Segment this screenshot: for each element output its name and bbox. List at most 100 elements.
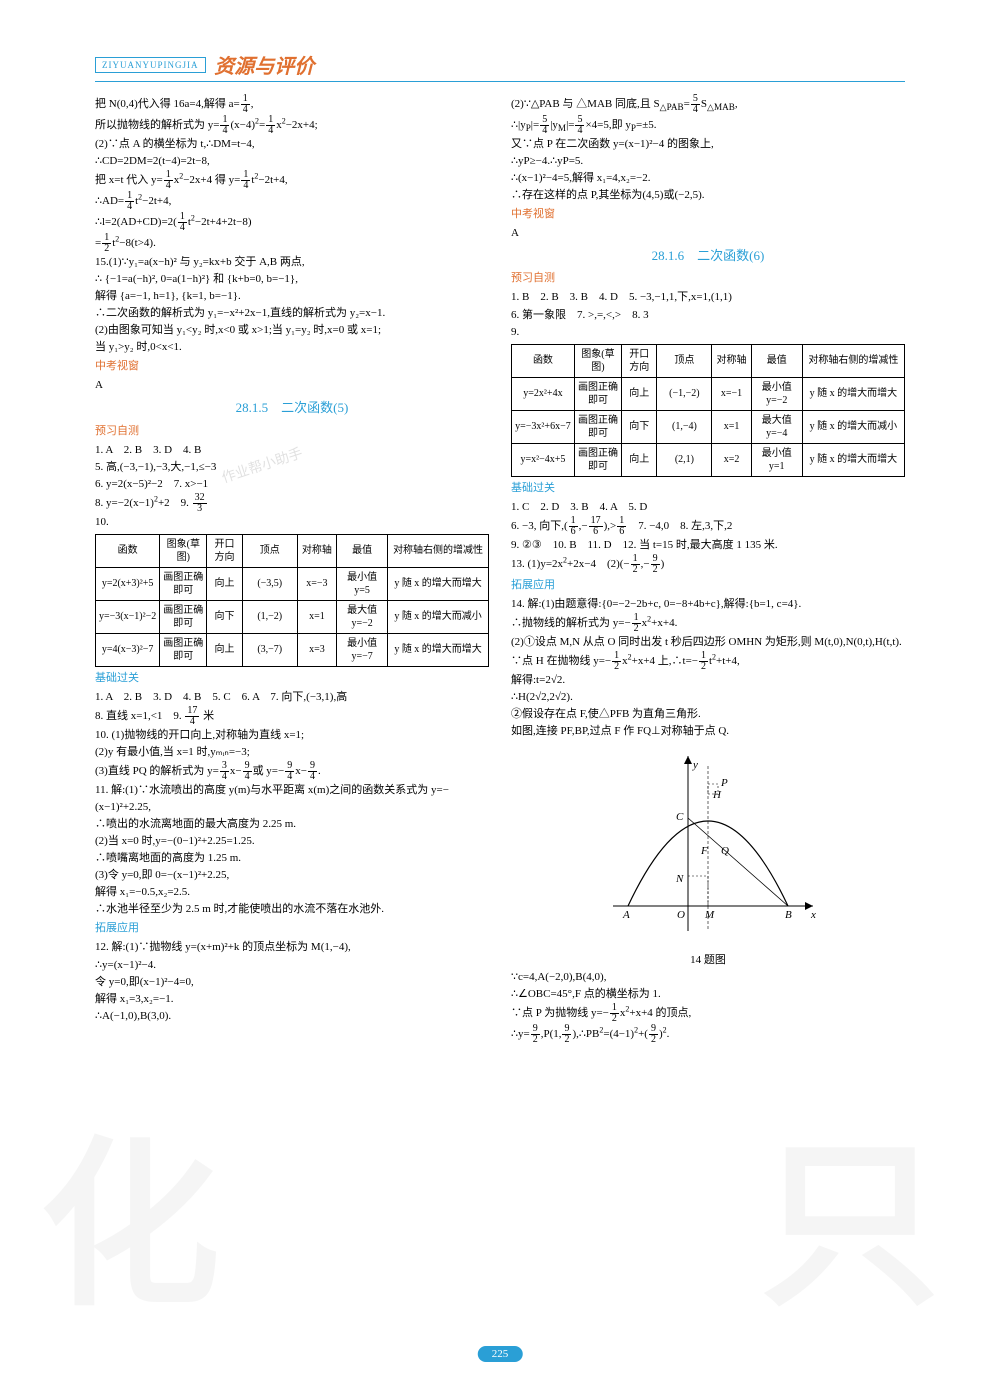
text: 把 x=t 代入 y=14x2−2x+4 得 y=14t2−2t+4, bbox=[95, 170, 489, 191]
text: 所以抛物线的解析式为 y=14(x−4)2=14x2−2x+4; bbox=[95, 115, 489, 136]
text: 1. A 2. B 3. D 4. B bbox=[95, 442, 489, 459]
table-row: y=2(x+3)²+5画图正确即可向上(−3,5)x=−3最小值 y=5y 随 … bbox=[96, 567, 489, 600]
table-row: y=4(x−3)²−7画图正确即可向上(3,−7)x=3最小值 y=−7y 随 … bbox=[96, 633, 489, 666]
page-header: ZIYUANYUPINGJIA 资源与评价 bbox=[95, 50, 905, 82]
text: ∴y=92,P(1,92),∴PB2=(4−1)2+(92)2. bbox=[511, 1024, 905, 1045]
text: 6. 第一象限 7. >,=,<,> 8. 3 bbox=[511, 307, 905, 324]
table-row: y=−3(x−1)²−2画图正确即可向下(1,−2)x=1最大值 y=−2y 随… bbox=[96, 600, 489, 633]
text: 解得 {a=−1, h=1}, {k=1, b=−1}. bbox=[95, 288, 489, 305]
col-head: 最值 bbox=[337, 534, 388, 567]
text: 1. A 2. B 3. D 4. B 5. C 6. A 7. 向下,(−3,… bbox=[95, 689, 489, 706]
svg-text:x: x bbox=[810, 909, 816, 921]
text: 13. (1)y=2x2+2x−4 (2)(−12,−92) bbox=[511, 554, 905, 575]
text: 解得 x₁=−0.5,x₂=2.5. bbox=[95, 884, 489, 901]
subhead-jichu: 基础过关 bbox=[511, 480, 905, 497]
text: 把 N(0,4)代入得 16a=4,解得 a=14, bbox=[95, 94, 489, 115]
page-number: 225 bbox=[478, 1346, 523, 1362]
text: =12t2−8(t>4). bbox=[95, 233, 489, 254]
text: (2)由图象可知当 y₁<y₂ 时,x<0 或 x>1;当 y₁=y₂ 时,x=… bbox=[95, 322, 489, 339]
text: 5. 高,(−3,−1),−3,大,−1,≤−3 bbox=[95, 459, 489, 476]
text: 8. 直线 x=1,<1 9. 174 米 bbox=[95, 706, 489, 727]
text: 令 y=0,即(x−1)²−4=0, bbox=[95, 974, 489, 991]
text: 如图,连接 PF,BP,过点 F 作 FQ⊥对称轴于点 Q. bbox=[511, 723, 905, 740]
table-9: 函数 图象(草图) 开口方向 顶点 对称轴 最值 对称轴右侧的增减性 y=2x²… bbox=[511, 344, 905, 477]
text: 6. −3, 向下,(16,−176),>16 7. −4,0 8. 左,3,下… bbox=[511, 516, 905, 537]
col-head: 图象(草图) bbox=[574, 344, 621, 377]
col-head: 对称轴右侧的增减性 bbox=[802, 344, 904, 377]
text: ∴AD=14t2−2t+4, bbox=[95, 191, 489, 212]
text: 9. bbox=[511, 324, 905, 341]
svg-text:P: P bbox=[720, 777, 728, 789]
text: 1. B 2. B 3. B 4. D 5. −3,−1,1,下,x=1,(1,… bbox=[511, 289, 905, 306]
text: ∵点 H 在抛物线 y=−12x2+x+4 上,∴t=−12t2+t+4, bbox=[511, 651, 905, 672]
subhead-preview: 预习自测 bbox=[511, 270, 905, 287]
text: 10. bbox=[95, 514, 489, 531]
text: ∴l=2(AD+CD)=2(14t2−2t+4+2t−8) bbox=[95, 212, 489, 233]
section-title-5: 28.1.5 二次函数(5) bbox=[95, 398, 489, 418]
text: ∴yP≥−4.∴yP=5. bbox=[511, 153, 905, 170]
text: ②假设存在点 F,使△PFB 为直角三角形. bbox=[511, 706, 905, 723]
subhead-jichu: 基础过关 bbox=[95, 670, 489, 687]
table-10: 函数 图象(草图) 开口方向 顶点 对称轴 最值 对称轴右侧的增减性 y=2(x… bbox=[95, 534, 489, 667]
text: 9. ②③ 10. B 11. D 12. 当 t=15 时,最大高度 1 13… bbox=[511, 537, 905, 554]
col-head: 开口方向 bbox=[207, 534, 242, 567]
figure-14: y x O A B C P H F Q N M bbox=[593, 746, 823, 946]
text: 11. 解:(1)∵水流喷出的高度 y(m)与水平距离 x(m)之间的函数关系式… bbox=[95, 782, 489, 816]
col-head: 开口方向 bbox=[622, 344, 657, 377]
subhead-preview: 预习自测 bbox=[95, 423, 489, 440]
svg-text:C: C bbox=[676, 811, 684, 823]
col-head: 对称轴右侧的增减性 bbox=[388, 534, 489, 567]
text: A bbox=[95, 377, 489, 394]
text: 又∵点 P 在二次函数 y=(x−1)²−4 的图象上, bbox=[511, 136, 905, 153]
text: ∴水池半径至少为 2.5 m 时,才能使喷出的水流不落在水池外. bbox=[95, 901, 489, 918]
svg-text:A: A bbox=[622, 909, 630, 921]
svg-text:O: O bbox=[677, 909, 685, 921]
header-title: 资源与评价 bbox=[214, 50, 314, 79]
header-pinyin: ZIYUANYUPINGJIA bbox=[95, 57, 206, 73]
subhead-zhongkao: 中考视窗 bbox=[95, 358, 489, 375]
col-head: 最值 bbox=[751, 344, 802, 377]
subhead-tuozhan: 拓展应用 bbox=[95, 920, 489, 937]
right-column: (2)∵△PAB 与 △MAB 同底,且 S△PAB=54S△MAB, ∴|yP… bbox=[511, 94, 905, 1045]
text: ∴二次函数的解析式为 y₁=−x²+2x−1,直线的解析式为 y₂=x−1. bbox=[95, 305, 489, 322]
col-head: 图象(草图) bbox=[160, 534, 207, 567]
col-head: 顶点 bbox=[242, 534, 297, 567]
svg-text:Q: Q bbox=[721, 845, 729, 857]
text: 解得:t=2√2. bbox=[511, 672, 905, 689]
col-head: 对称轴 bbox=[712, 344, 751, 377]
table-row: y=x²−4x+5画图正确即可向上(2,1)x=2最小值 y=1y 随 x 的增… bbox=[512, 443, 905, 476]
text: 10. (1)抛物线的开口向上,对称轴为直线 x=1; bbox=[95, 727, 489, 744]
text: 8. y=−2(x−1)2+2 9. 323 bbox=[95, 493, 489, 514]
svg-text:H: H bbox=[712, 789, 722, 801]
section-title-6: 28.1.6 二次函数(6) bbox=[511, 246, 905, 266]
table-row: y=−3x²+6x−7画图正确即可向下(1,−4)x=1最大值 y=−4y 随 … bbox=[512, 410, 905, 443]
text: ∴|yP|=54|yM|=54×4=5,即 yP=±5. bbox=[511, 115, 905, 136]
subhead-tuozhan: 拓展应用 bbox=[511, 577, 905, 594]
text: ∴H(2√2,2√2). bbox=[511, 689, 905, 706]
col-head: 函数 bbox=[512, 344, 575, 377]
text: ∴喷出的水流离地面的最大高度为 2.25 m. bbox=[95, 816, 489, 833]
svg-text:B: B bbox=[785, 909, 792, 921]
text: ∴A(−1,0),B(3,0). bbox=[95, 1008, 489, 1025]
text: (2)①设点 M,N 从点 O 同时出发 t 秒后四边形 OMHN 为矩形,则 … bbox=[511, 634, 905, 651]
text: 14. 解:(1)由题意得:{0=−2−2b+c, 0=−8+4b+c},解得:… bbox=[511, 596, 905, 613]
text: 解得 x₁=3,x₂=−1. bbox=[95, 991, 489, 1008]
svg-text:y: y bbox=[692, 759, 698, 771]
col-head: 函数 bbox=[96, 534, 160, 567]
svg-text:M: M bbox=[704, 909, 715, 921]
svg-text:F: F bbox=[700, 845, 708, 857]
text: (3)令 y=0,即 0=−(x−1)²+2.25, bbox=[95, 867, 489, 884]
text: ∴ {−1=a(−h)², 0=a(1−h)²} 和 {k+b=0, b=−1}… bbox=[95, 271, 489, 288]
text: (3)直线 PQ 的解析式为 y=34x−94或 y=−94x−94. bbox=[95, 761, 489, 782]
text: 1. C 2. D 3. B 4. A 5. D bbox=[511, 499, 905, 516]
text: ∴CD=2DM=2(t−4)=2t−8, bbox=[95, 153, 489, 170]
text: 当 y₁>y₂ 时,0<x<1. bbox=[95, 339, 489, 356]
text: (2)当 x=0 时,y=−(0−1)²+2.25=1.25. bbox=[95, 833, 489, 850]
text: 12. 解:(1)∵抛物线 y=(x+m)²+k 的顶点坐标为 M(1,−4), bbox=[95, 939, 489, 956]
subhead-zhongkao: 中考视窗 bbox=[511, 206, 905, 223]
text: ∵c=4,A(−2,0),B(4,0), bbox=[511, 969, 905, 986]
text: 6. y=2(x−5)²−2 7. x>−1 bbox=[95, 476, 489, 493]
text: ∴∠OBC=45°,F 点的横坐标为 1. bbox=[511, 986, 905, 1003]
figure-caption: 14 题图 bbox=[511, 952, 905, 969]
text: (2)∵点 A 的横坐标为 t,∴DM=t−4, bbox=[95, 136, 489, 153]
